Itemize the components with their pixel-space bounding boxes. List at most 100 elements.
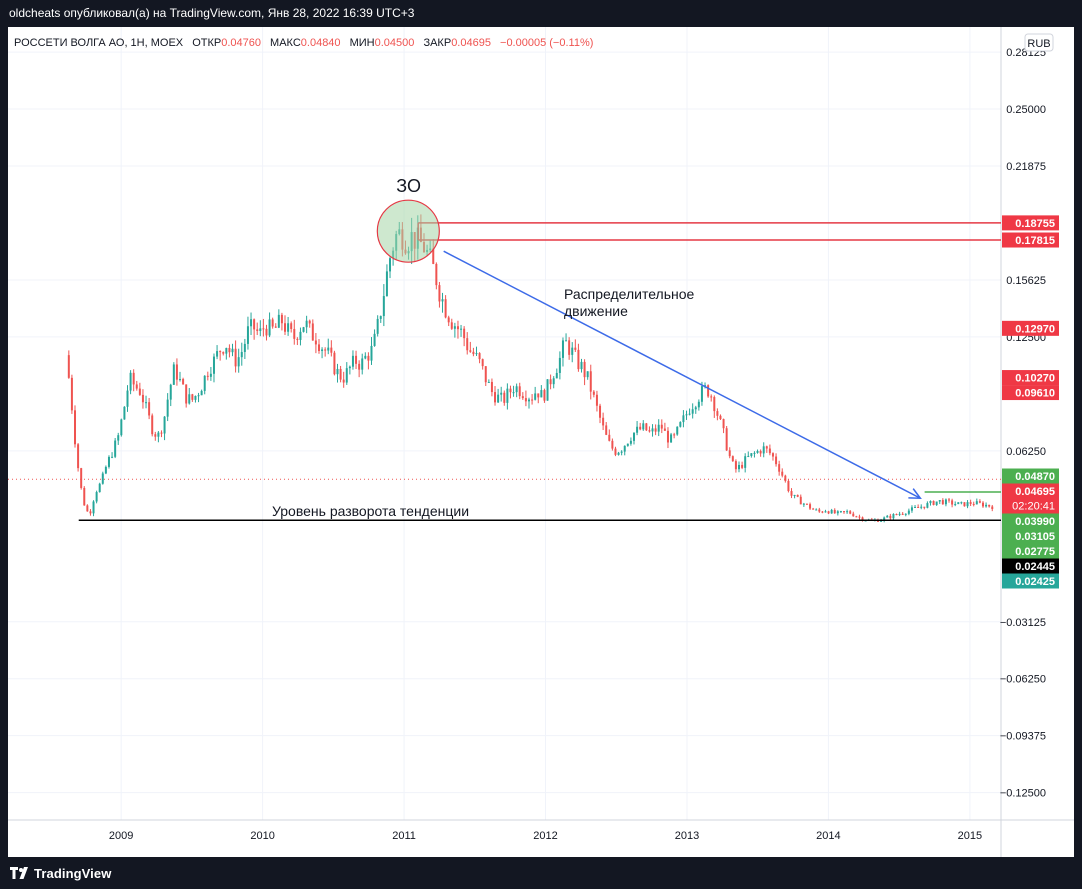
y-tick-label: −0.09375 <box>1000 731 1046 743</box>
candle-body <box>595 394 598 406</box>
price-badge-label: 0.04870 <box>1015 471 1055 483</box>
candle-body <box>503 392 506 403</box>
candle-body <box>126 390 129 407</box>
price-badge-label: 0.10270 <box>1015 373 1055 385</box>
time-axis[interactable]: 2009 2010 2011 2012 2013 2014 2015 <box>109 830 982 842</box>
candle-body <box>364 355 367 359</box>
candle-body <box>339 368 342 380</box>
candle-body <box>225 347 228 354</box>
currency-label: RUB <box>1027 38 1050 50</box>
candle-body <box>441 299 444 302</box>
candle-body <box>216 351 219 357</box>
trend-arrow-head-icon <box>908 488 922 500</box>
candle-body <box>611 440 614 449</box>
candle-body <box>790 491 793 496</box>
candle-body <box>172 364 175 385</box>
candle-body <box>197 395 200 397</box>
candle-body <box>540 390 543 398</box>
candle-body <box>463 328 466 339</box>
candle-body <box>753 452 756 454</box>
candle-body <box>713 397 716 412</box>
candle-body <box>191 394 194 400</box>
candle-body <box>818 509 821 512</box>
candle-body <box>951 500 954 505</box>
candle-body <box>830 509 833 514</box>
candle-body <box>70 377 73 411</box>
x-tick-label: 2015 <box>958 830 982 842</box>
candle-body <box>821 511 824 513</box>
price-badge <box>1002 528 1059 544</box>
footer: TradingView <box>0 857 1082 889</box>
price-badge-label: 0.04695 <box>1015 486 1055 498</box>
price-badge <box>1002 232 1059 248</box>
legend-close-value: 0.04695 <box>451 37 491 49</box>
candle-body <box>969 502 972 504</box>
x-tick-label: 2009 <box>109 830 133 842</box>
candle-body <box>728 450 731 457</box>
candle-body <box>83 487 86 506</box>
price-badge-label: 0.18755 <box>1015 218 1055 230</box>
candle-body <box>577 349 580 370</box>
y-tick-label: 0.06250 <box>1006 446 1046 458</box>
price-badge <box>1002 370 1059 386</box>
candle-body <box>623 445 626 452</box>
candle-body <box>469 350 472 352</box>
candle-body <box>299 331 302 340</box>
price-axis[interactable]: 0.281250.250000.218750.156250.125000.062… <box>1000 47 1046 800</box>
candle-body <box>768 448 771 454</box>
price-badge-label: 0.12970 <box>1015 323 1055 335</box>
candle-body <box>444 299 447 318</box>
candle-body <box>169 384 172 400</box>
candle-body <box>376 318 379 334</box>
candle-body <box>608 434 611 441</box>
candle-body <box>274 326 277 328</box>
candle-body <box>580 361 583 370</box>
candle-body <box>941 500 944 505</box>
candle-body <box>154 434 157 437</box>
price-badges: 0.18755 0.17815 0.12970 0.10270 0.09610 0.048… <box>1002 215 1059 589</box>
candle-body <box>957 502 960 505</box>
candle-body <box>98 483 101 493</box>
currency-button[interactable] <box>1024 33 1054 52</box>
candle-body <box>629 440 632 444</box>
candle-body <box>145 402 148 404</box>
candle-body <box>651 428 654 432</box>
candle-body <box>565 340 568 342</box>
candle-body <box>385 271 388 297</box>
candle-body <box>907 510 910 514</box>
candle-body <box>531 399 534 401</box>
candle-body <box>802 503 805 505</box>
candle-body <box>552 378 555 385</box>
candle-body <box>592 391 595 395</box>
candle-body <box>132 372 135 385</box>
candle-body <box>660 424 663 429</box>
candle-body <box>265 328 268 336</box>
candle-body <box>886 515 889 518</box>
candle-body <box>734 461 737 470</box>
candle-body <box>111 456 114 458</box>
candle-body <box>490 381 493 393</box>
candle-body <box>574 347 577 350</box>
price-badge <box>1002 468 1059 484</box>
candle-body <box>710 396 713 398</box>
x-tick-label: 2010 <box>250 830 274 842</box>
candle-body <box>932 501 935 505</box>
price-badge <box>1002 513 1059 529</box>
candle-body <box>370 345 373 361</box>
candle-body <box>744 456 747 468</box>
candle-body <box>373 333 376 346</box>
candle-body <box>330 347 333 353</box>
candle-body <box>731 456 734 462</box>
chart-panel[interactable]: ЗО Распределительное движение Уровень разво… <box>8 27 1074 857</box>
candle-body <box>314 340 317 345</box>
candle-body <box>759 450 762 454</box>
candle-body <box>558 357 561 373</box>
candle-body <box>546 379 549 401</box>
candle-body <box>700 386 703 402</box>
candle-body <box>991 506 994 510</box>
tradingview-logo-icon <box>10 867 28 879</box>
candle-body <box>234 348 237 367</box>
candle-body <box>843 511 846 513</box>
